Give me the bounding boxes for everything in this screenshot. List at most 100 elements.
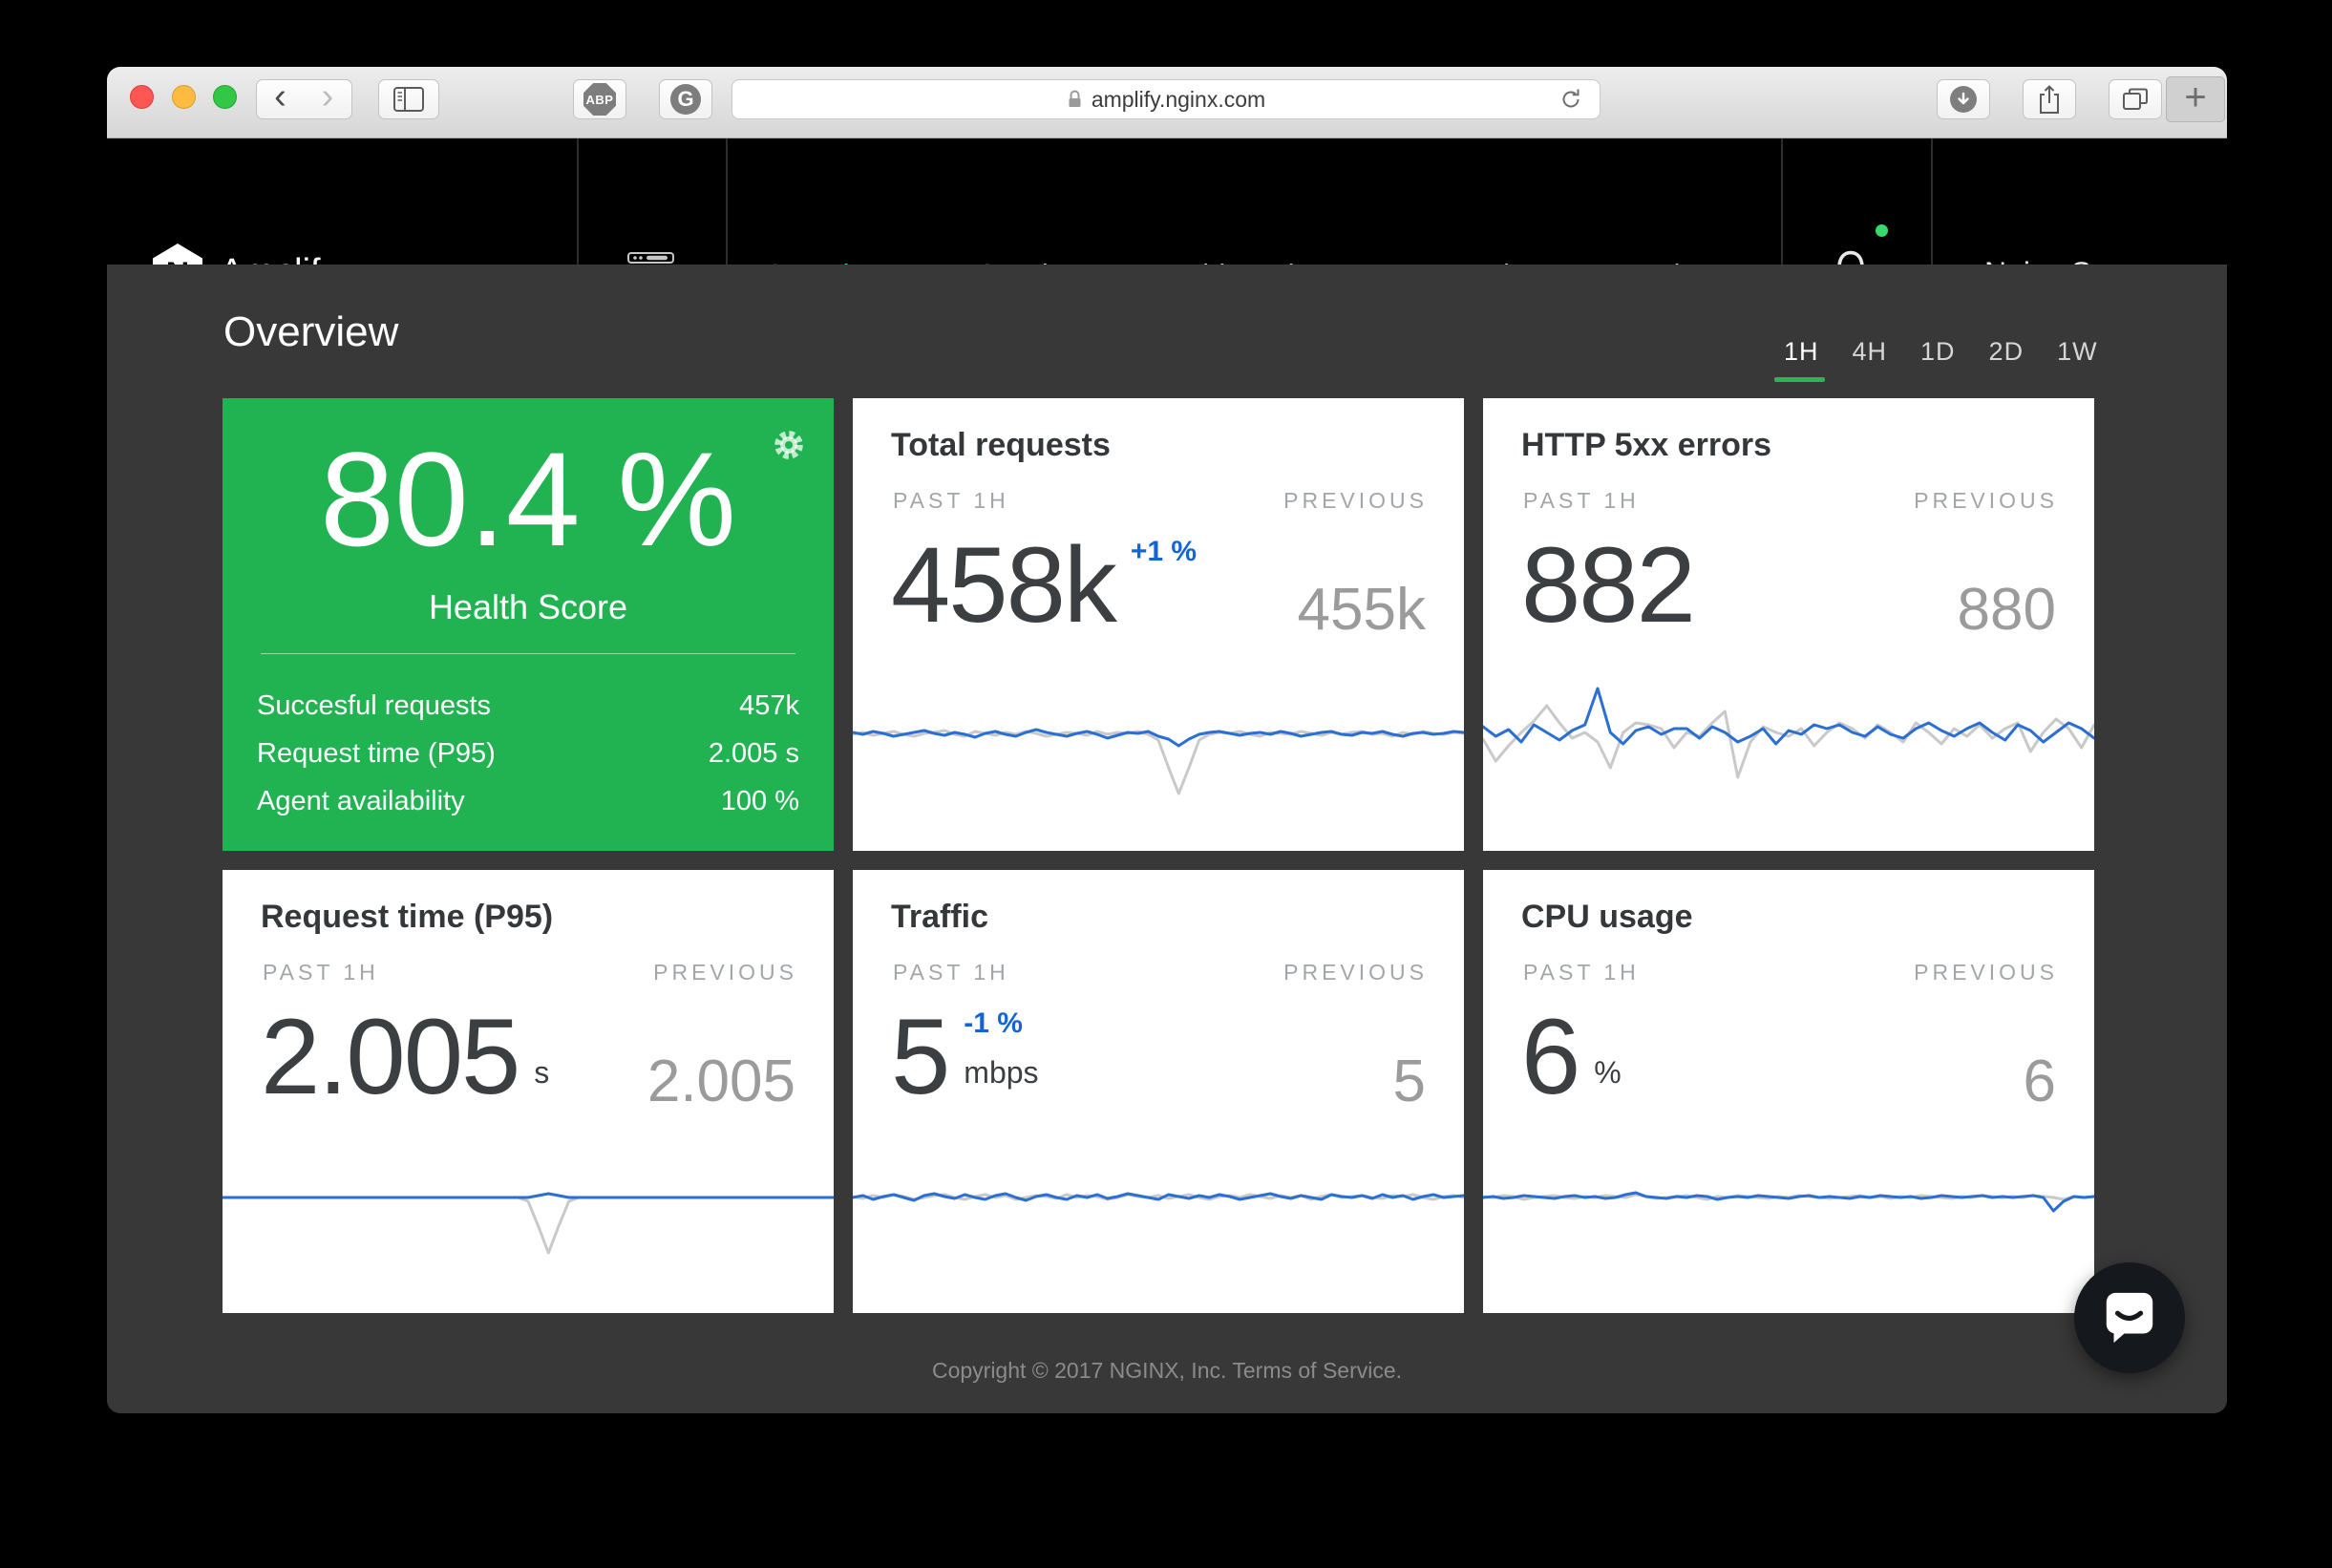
past-label: PAST 1H [893,960,1009,985]
tabs-icon [2123,88,2148,110]
share-icon [2040,85,2059,114]
health-score-label: Health Score [428,587,628,626]
metric-unit: s [534,1055,550,1090]
cpu-usage-sparkline [1483,1191,2094,1213]
time-range-1d[interactable]: 1D [1920,337,1956,366]
previous-label: PREVIOUS [653,960,797,985]
previous-label: PREVIOUS [1283,488,1428,513]
nav-divider [726,138,728,265]
browser-window: ‹ › ABP G amplify.nginx.com [107,67,2227,1413]
settings-gear-button[interactable] [771,427,807,468]
http-5xx-sparkline [1483,687,2094,779]
card-title: Total requests [891,427,1111,463]
close-button[interactable] [130,85,154,109]
footer: Copyright © 2017 NGINX, Inc. Terms of Se… [107,1358,2227,1384]
time-range-1w[interactable]: 1W [2057,337,2098,366]
card-title: Request time (P95) [261,899,554,935]
sidebar-toggle-button[interactable] [378,79,439,119]
nav-divider [577,138,579,265]
nav-divider [1931,138,1933,265]
browser-toolbar: ‹ › ABP G amplify.nginx.com [107,67,2227,138]
time-range-4h[interactable]: 4H [1852,337,1888,366]
health-row-label: Agent availability [257,786,465,816]
cpu-usage-card[interactable]: CPU usage PAST 1H PREVIOUS 6 % 6 [1483,870,2094,1313]
reload-icon [1562,89,1579,108]
downloads-button[interactable] [1937,79,1990,119]
health-score-value: 80.4 % [320,424,736,574]
metric-unit: % [1594,1055,1622,1090]
request-time-card[interactable]: Request time (P95) PAST 1H PREVIOUS 2.00… [223,870,834,1313]
time-range-selector: 1H 4H 1D 2D 1W [1774,337,2098,382]
health-row-agent-availability: Agent availability 100 % [257,786,799,817]
health-row-value: 2.005 s [708,738,799,769]
metric-value: 6 [1521,997,1580,1116]
page-title: Overview [223,308,399,355]
g-extension-button[interactable]: G [659,79,712,119]
http-5xx-errors-card[interactable]: HTTP 5xx errors PAST 1H PREVIOUS 882 880 [1483,398,2094,851]
delta-badge: +1 % [1130,536,1198,567]
past-label: PAST 1H [1523,960,1640,985]
previous-value: 6 [2023,1049,2056,1114]
forward-button[interactable]: › [304,76,352,119]
metric-value: 458k [891,525,1117,645]
health-score-card[interactable]: 80.4 % Health Score Succesful requests 4… [223,398,834,851]
active-range-underline [1774,377,1825,382]
previous-label: PREVIOUS [1914,488,2058,513]
lock-icon [1069,90,1081,107]
address-bar[interactable]: amplify.nginx.com [731,79,1601,119]
tab-overview-button[interactable] [2109,79,2162,119]
back-icon: ‹ [274,76,286,117]
sidebar-icon [393,87,424,112]
minimize-button[interactable] [172,85,196,109]
new-tab-button[interactable]: + [2166,76,2225,122]
overview-page: Overview 1H 4H 1D 2D 1W 80.4 % Health Sc… [107,265,2227,1413]
card-title: CPU usage [1521,899,1693,935]
metric-value: 2.005 [261,997,520,1116]
past-label: PAST 1H [263,960,379,985]
traffic-sparkline [853,1192,1464,1202]
plus-icon: + [2184,76,2207,118]
forward-icon: › [321,76,334,117]
nav-divider [1781,138,1783,265]
previous-label: PREVIOUS [1914,960,2058,985]
gear-icon [774,431,803,459]
delta-badge: -1 % [964,1007,1023,1039]
zoom-button[interactable] [213,85,237,109]
health-row-successful-requests: Succesful requests 457k [257,690,799,722]
chat-bubble-icon [2106,1292,2153,1344]
delta-badge [534,1007,549,1046]
time-range-2d[interactable]: 2D [1988,337,2025,366]
metric-unit: mbps [964,1055,1039,1090]
time-range-1h[interactable]: 1H [1774,337,1825,382]
terms-of-service-link[interactable]: Terms of Service. [1232,1358,1403,1383]
previous-value: 5 [1392,1049,1426,1114]
past-label: PAST 1H [1523,488,1640,513]
card-title: HTTP 5xx errors [1521,427,1772,463]
delta-badge [1594,1007,1621,1046]
total-requests-card[interactable]: Total requests PAST 1H PREVIOUS 458k +1 … [853,398,1464,851]
metric-value: 5 [891,997,950,1116]
metric-value: 882 [1521,525,1696,645]
previous-value: 2.005 [647,1049,795,1114]
back-button[interactable]: ‹ [256,76,305,119]
app-navbar: N Amplify Overview Graphs Dashboar [107,138,2227,303]
share-button[interactable] [2023,79,2076,119]
reload-button[interactable] [1558,87,1583,117]
download-icon [1950,86,1977,113]
health-row-value: 100 % [720,786,799,816]
url-text: amplify.nginx.com [1091,86,1266,112]
chat-launcher-button[interactable] [2074,1262,2185,1373]
divider [261,653,795,654]
request-time-sparkline [223,1192,834,1255]
card-title: Traffic [891,899,989,935]
previous-value: 455k [1297,577,1426,643]
previous-label: PREVIOUS [1283,960,1428,985]
g-extension-icon: G [670,84,701,115]
health-row-label: Request time (P95) [257,738,496,769]
traffic-card[interactable]: Traffic PAST 1H PREVIOUS 5 -1 % mbps 5 [853,870,1464,1313]
health-row-request-time: Request time (P95) 2.005 s [257,738,799,770]
notification-dot [1876,224,1888,237]
copyright-text: Copyright © 2017 NGINX, Inc. [931,1358,1227,1383]
adblock-extension-button[interactable]: ABP [573,79,626,119]
total-requests-sparkline [853,728,1464,795]
